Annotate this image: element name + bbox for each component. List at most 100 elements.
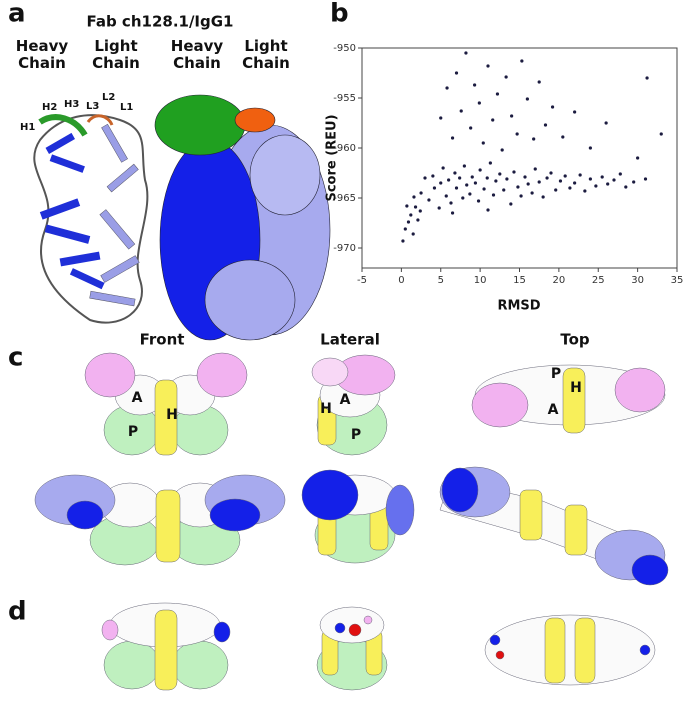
point xyxy=(491,193,496,197)
point xyxy=(450,136,455,140)
point xyxy=(427,198,431,202)
point xyxy=(469,126,473,130)
point xyxy=(445,86,449,90)
point xyxy=(520,59,524,63)
point xyxy=(403,227,407,231)
point xyxy=(545,176,549,180)
region-label: P xyxy=(351,427,361,443)
loop-label: H2 xyxy=(42,102,57,113)
point xyxy=(468,192,472,196)
scatter-plot: -5 0 5 10 15 20 25 30 35 -950 -955 -960 -965 -970 xyxy=(333,43,683,286)
point xyxy=(481,141,485,145)
point xyxy=(491,118,495,122)
y-tick-label: -960 xyxy=(333,143,356,154)
point xyxy=(563,174,567,178)
point xyxy=(604,121,608,125)
chain-label: Heavy Chain xyxy=(16,36,69,71)
region-label: A xyxy=(548,402,559,418)
region-label: H xyxy=(570,380,582,396)
y-tick-label: -955 xyxy=(333,93,356,104)
point xyxy=(554,188,558,192)
panel-label: c xyxy=(8,343,23,373)
point xyxy=(509,202,513,206)
point xyxy=(486,208,490,212)
point xyxy=(558,179,563,183)
point xyxy=(439,181,443,185)
x-tick-label: 15 xyxy=(513,275,526,286)
point xyxy=(583,189,587,193)
point xyxy=(645,76,649,80)
point xyxy=(624,185,628,189)
view-label: Top xyxy=(560,331,590,349)
point xyxy=(482,187,486,191)
point xyxy=(454,71,459,75)
chain-label: Light Chain xyxy=(92,36,140,71)
y-tick-label: -965 xyxy=(333,193,356,204)
point xyxy=(561,135,565,139)
point xyxy=(549,171,553,175)
point xyxy=(504,75,508,79)
point xyxy=(473,181,477,185)
point xyxy=(636,156,640,160)
point xyxy=(606,182,610,186)
x-tick-label: 35 xyxy=(671,275,684,286)
y-tick-label: -970 xyxy=(333,243,356,254)
point xyxy=(488,161,492,165)
panel-label: d xyxy=(8,597,27,627)
point xyxy=(485,176,489,180)
x-tick-label: 25 xyxy=(592,275,605,286)
point xyxy=(612,178,616,182)
point xyxy=(406,220,411,224)
chain-label: Light Chain xyxy=(242,36,290,71)
point xyxy=(413,205,418,209)
point xyxy=(459,109,463,113)
point xyxy=(450,211,455,215)
point xyxy=(643,177,648,181)
point xyxy=(461,196,465,200)
point xyxy=(486,64,490,68)
point xyxy=(515,132,519,136)
loop-label: H1 xyxy=(20,122,35,133)
loop-label: H3 xyxy=(64,99,79,110)
chain-label: Heavy Chain xyxy=(171,36,224,71)
point xyxy=(532,137,536,141)
region-label: P xyxy=(551,366,561,382)
point xyxy=(533,167,537,171)
surface-structure xyxy=(154,94,331,341)
x-tick-label: -5 xyxy=(357,275,367,286)
point xyxy=(449,201,453,205)
point xyxy=(464,51,468,55)
region-labels: A H P H A P P H A xyxy=(128,366,582,443)
panel-title: Fab ch128.1/IgG1 xyxy=(86,13,233,31)
point xyxy=(512,170,516,174)
point xyxy=(478,168,482,172)
point xyxy=(412,195,416,199)
point xyxy=(444,194,448,198)
x-axis-label: RMSD xyxy=(497,299,540,314)
point xyxy=(418,209,422,213)
y-tick-label: -950 xyxy=(333,43,356,54)
point xyxy=(431,174,435,178)
loop-label: L1 xyxy=(120,102,133,113)
point xyxy=(568,186,572,190)
point xyxy=(588,177,592,181)
point xyxy=(573,181,577,185)
point xyxy=(541,195,545,199)
point xyxy=(500,148,504,152)
point xyxy=(495,92,500,96)
region-label: A xyxy=(132,390,143,406)
point xyxy=(419,191,423,195)
point xyxy=(476,199,481,203)
point xyxy=(578,173,582,177)
x-tick-label: 5 xyxy=(438,275,444,286)
point xyxy=(600,175,604,179)
loop-labels: H1 H2 H3 L3 L2 L1 xyxy=(20,92,133,133)
point xyxy=(505,177,509,181)
point xyxy=(588,146,592,150)
point xyxy=(465,183,469,187)
point xyxy=(537,180,541,184)
x-tick-label: 20 xyxy=(553,275,566,286)
point xyxy=(502,188,506,192)
point xyxy=(523,175,527,179)
